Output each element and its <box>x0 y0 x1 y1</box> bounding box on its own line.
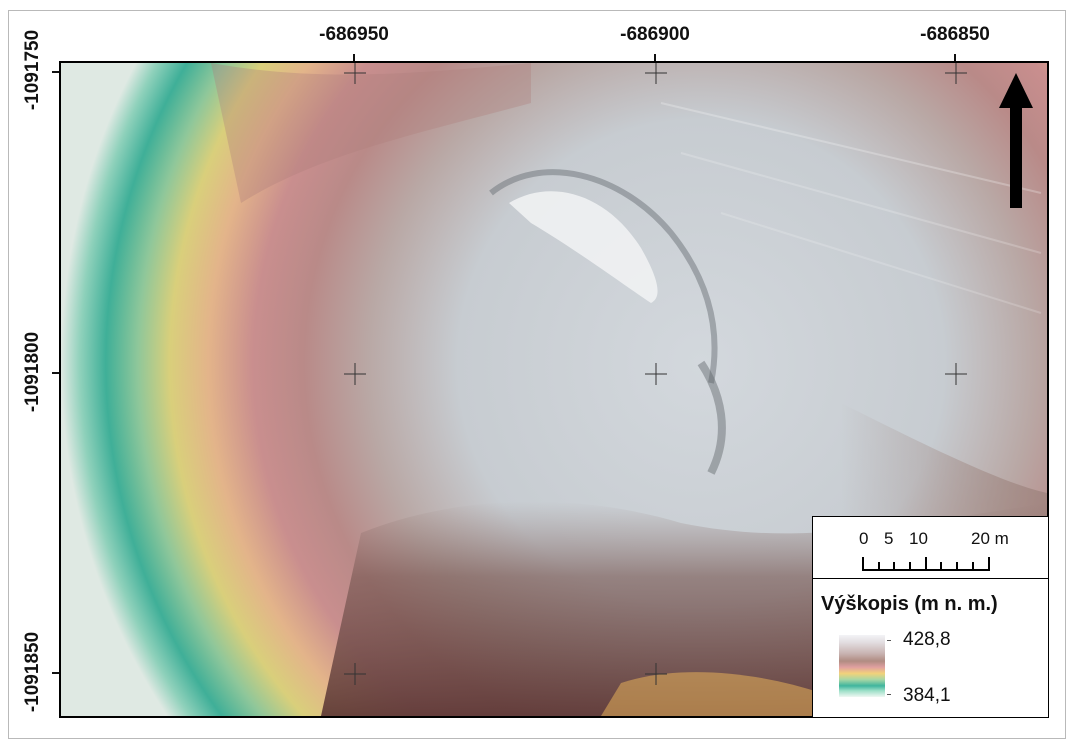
grid-crosses <box>344 63 967 685</box>
scale-label: 5 <box>884 529 894 548</box>
x-tick-label: -686900 <box>620 24 690 45</box>
map-frame <box>8 10 1066 739</box>
scale-label: 20 m <box>971 529 1009 548</box>
north-arrow-icon <box>999 73 1033 208</box>
legend-title: Výškopis (m n. m.) <box>821 593 998 615</box>
x-tick-mark <box>954 54 956 62</box>
elevation-color-ramp <box>839 635 885 697</box>
x-tick-mark <box>654 54 656 62</box>
scale-label: 10 <box>909 529 928 548</box>
scale-label: 0 <box>859 529 869 548</box>
scale-bar <box>862 557 990 571</box>
y-tick-label: -1091800 <box>22 331 43 413</box>
y-tick-label: -1091850 <box>22 631 43 713</box>
x-tick-mark <box>353 54 355 62</box>
ramp-tick <box>887 694 891 695</box>
y-tick-mark <box>52 71 60 73</box>
ramp-tick <box>887 640 891 641</box>
x-tick-label: -686950 <box>319 24 389 45</box>
map-legend: 0 5 10 20 m Výškopis (m n. m.) 428,8 384… <box>812 516 1049 718</box>
legend-max-value: 428,8 <box>903 629 951 650</box>
y-tick-mark <box>52 672 60 674</box>
legend-divider <box>813 578 1048 579</box>
y-tick-mark <box>52 372 60 374</box>
x-tick-label: -686850 <box>920 24 990 45</box>
y-tick-label: -1091750 <box>22 29 43 111</box>
legend-min-value: 384,1 <box>903 685 951 706</box>
